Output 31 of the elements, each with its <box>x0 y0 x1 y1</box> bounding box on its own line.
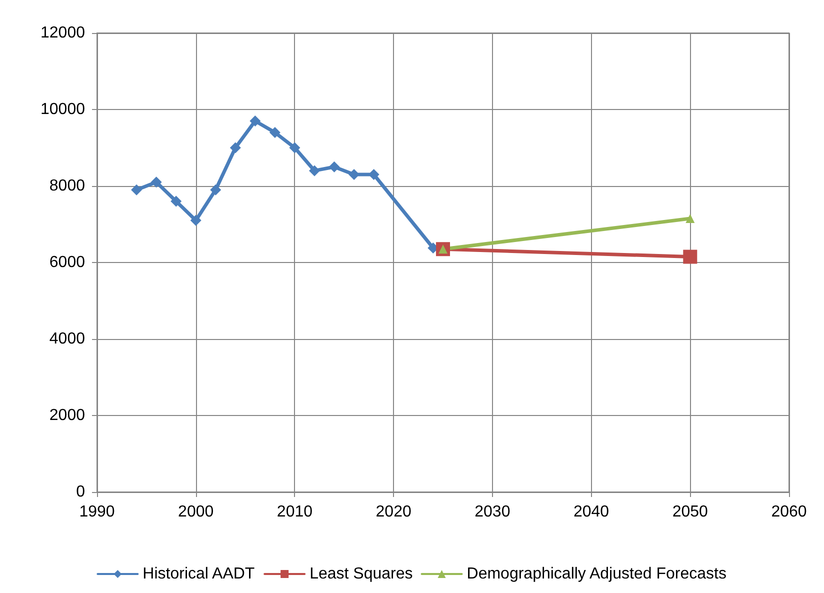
y-tick-label: 4000 <box>49 330 86 348</box>
x-tick-label: 2010 <box>276 504 313 520</box>
point <box>308 165 320 176</box>
x-tick-label: 2000 <box>178 504 214 520</box>
x-tick-label: 2030 <box>474 504 510 520</box>
y-tick-label: 6000 <box>49 254 86 271</box>
point <box>210 184 222 196</box>
x-tick-label: 2040 <box>573 504 610 520</box>
x-tick-label: 2050 <box>672 504 708 520</box>
point <box>328 161 340 172</box>
point <box>190 214 202 226</box>
point <box>150 176 162 188</box>
y-tick-label: 8000 <box>49 178 86 194</box>
legend-label: Historical AADT <box>142 566 255 582</box>
point <box>269 126 280 138</box>
point <box>170 196 182 207</box>
legend-label: Least Squares <box>310 566 413 582</box>
point <box>289 142 300 154</box>
x-tick-label: 1990 <box>79 504 115 520</box>
point <box>683 250 698 264</box>
point <box>230 142 241 154</box>
y-tick-label: 0 <box>76 484 86 500</box>
x-tick-label: 2060 <box>771 504 807 520</box>
x-tick-label: 2020 <box>376 504 412 520</box>
y-tick-label: 10000 <box>40 101 86 118</box>
y-tick-label: 12000 <box>40 24 86 42</box>
y-tick-label: 2000 <box>49 407 86 424</box>
legend-label: Demographically Adjusted Forecasts <box>466 566 726 582</box>
point <box>131 184 142 196</box>
point <box>368 169 380 180</box>
point <box>250 115 261 126</box>
